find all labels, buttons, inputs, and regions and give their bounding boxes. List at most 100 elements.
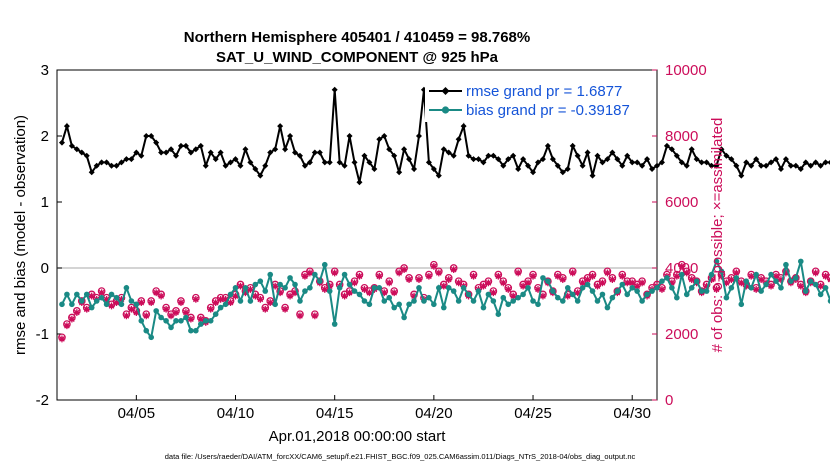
- rmse-point: [346, 133, 353, 139]
- rmse-point: [430, 166, 437, 172]
- bias-point: [703, 288, 710, 294]
- legend-bias-marker: [441, 106, 450, 114]
- obs-assimilated-point: [742, 282, 750, 290]
- rmse-point: [654, 162, 660, 169]
- obs-assimilated-point: [73, 309, 81, 316]
- obs-assimilated-point: [732, 269, 740, 277]
- rmse-point: [505, 156, 512, 163]
- bias-point: [416, 285, 422, 291]
- bias-point: [411, 298, 417, 304]
- rmse-point: [376, 136, 383, 143]
- obs-assimilated-point: [435, 269, 443, 277]
- rmse-point: [143, 133, 150, 139]
- obs-assimilated-point: [703, 282, 710, 290]
- bias-point: [242, 285, 249, 291]
- obs-assimilated-point: [380, 289, 388, 297]
- obs-assimilated-point: [242, 289, 249, 297]
- bias-point: [143, 327, 150, 334]
- rmse-point: [683, 162, 690, 169]
- obs-assimilated-point: [271, 282, 279, 290]
- obs-assimilated-point: [172, 309, 180, 316]
- obs-assimilated-point: [554, 272, 562, 280]
- rmse-point: [768, 159, 775, 166]
- y-right-tick-label: 10000: [665, 62, 707, 79]
- bias-point: [262, 288, 269, 294]
- bias-point: [817, 291, 824, 298]
- obs-assimilated-point: [524, 279, 532, 287]
- rmse-point: [802, 159, 809, 166]
- obs-assimilated-point: [445, 276, 453, 283]
- bias-point: [485, 291, 492, 298]
- obs-assimilated-point: [346, 289, 353, 297]
- obs-assimilated-point: [559, 276, 567, 283]
- obs-assimilated-point: [341, 292, 349, 300]
- legend: rmse grand pr = 1.6877 bias grand pr = -…: [425, 80, 650, 122]
- bias-point: [183, 314, 189, 321]
- rmse-point: [192, 146, 199, 153]
- obs-assimilated-point: [375, 272, 383, 280]
- rmse-point: [698, 159, 705, 166]
- obs-assimilated-point: [301, 272, 309, 280]
- rmse-point: [624, 152, 631, 159]
- bias-point: [138, 318, 145, 324]
- bias-point: [361, 298, 368, 304]
- rmse-point: [381, 133, 388, 139]
- rmse-point: [599, 159, 606, 166]
- rmse-point: [773, 156, 780, 163]
- bias-point: [356, 291, 363, 298]
- obs-assimilated-point: [266, 299, 274, 307]
- x-tick-label: 04/05: [118, 405, 156, 422]
- bias-point: [783, 261, 789, 268]
- bias-point: [773, 278, 779, 285]
- obs-assimilated-point: [812, 269, 820, 277]
- obs-assimilated-point: [579, 279, 587, 287]
- bias-point: [371, 285, 378, 291]
- rmse-point: [411, 166, 418, 172]
- bias-point: [728, 285, 735, 291]
- rmse-point: [629, 159, 636, 166]
- bias-point: [723, 294, 730, 301]
- rmse-point: [525, 162, 532, 169]
- bias-point: [559, 298, 566, 304]
- rmse-point: [435, 172, 442, 179]
- obs-assimilated-point: [296, 312, 304, 320]
- rmse-point: [485, 152, 492, 159]
- y-left-tick-label: -2: [36, 392, 49, 409]
- bias-point: [718, 268, 725, 275]
- rmse-point: [296, 152, 303, 159]
- bias-point: [341, 271, 348, 278]
- rmse-point: [470, 156, 477, 163]
- rmse-point: [614, 156, 621, 163]
- rmse-point: [817, 162, 824, 169]
- bias-point: [59, 301, 65, 308]
- bias-point: [743, 278, 750, 285]
- rmse-point: [539, 156, 546, 163]
- plot-area: [56, 69, 658, 401]
- bias-point: [778, 285, 784, 291]
- rmse-point: [589, 172, 596, 179]
- bias-point: [168, 324, 174, 331]
- bias-point: [733, 275, 740, 281]
- obs-assimilated-point: [747, 272, 755, 280]
- rmse-point: [510, 152, 517, 159]
- rmse-point: [460, 123, 467, 130]
- bias-point: [391, 304, 397, 311]
- bias-point: [118, 301, 125, 308]
- bias-point: [669, 285, 675, 291]
- obs-assimilated-point: [405, 276, 413, 283]
- rmse-point: [78, 149, 85, 156]
- obs-assimilated-point: [638, 279, 646, 287]
- y-axis-left-label: rmse and bias (model - observation): [12, 115, 29, 355]
- bias-point: [480, 304, 487, 311]
- bias-point: [93, 298, 100, 304]
- rmse-point: [321, 159, 328, 166]
- rmse-point: [619, 162, 626, 169]
- bias-point: [178, 318, 184, 324]
- rmse-point: [807, 162, 814, 169]
- rmse-point: [673, 152, 680, 159]
- rmse-point: [207, 149, 214, 156]
- rmse-point: [282, 146, 289, 153]
- rmse-point: [425, 159, 432, 166]
- rmse-point: [267, 149, 274, 156]
- obs-assimilated-point: [628, 279, 636, 287]
